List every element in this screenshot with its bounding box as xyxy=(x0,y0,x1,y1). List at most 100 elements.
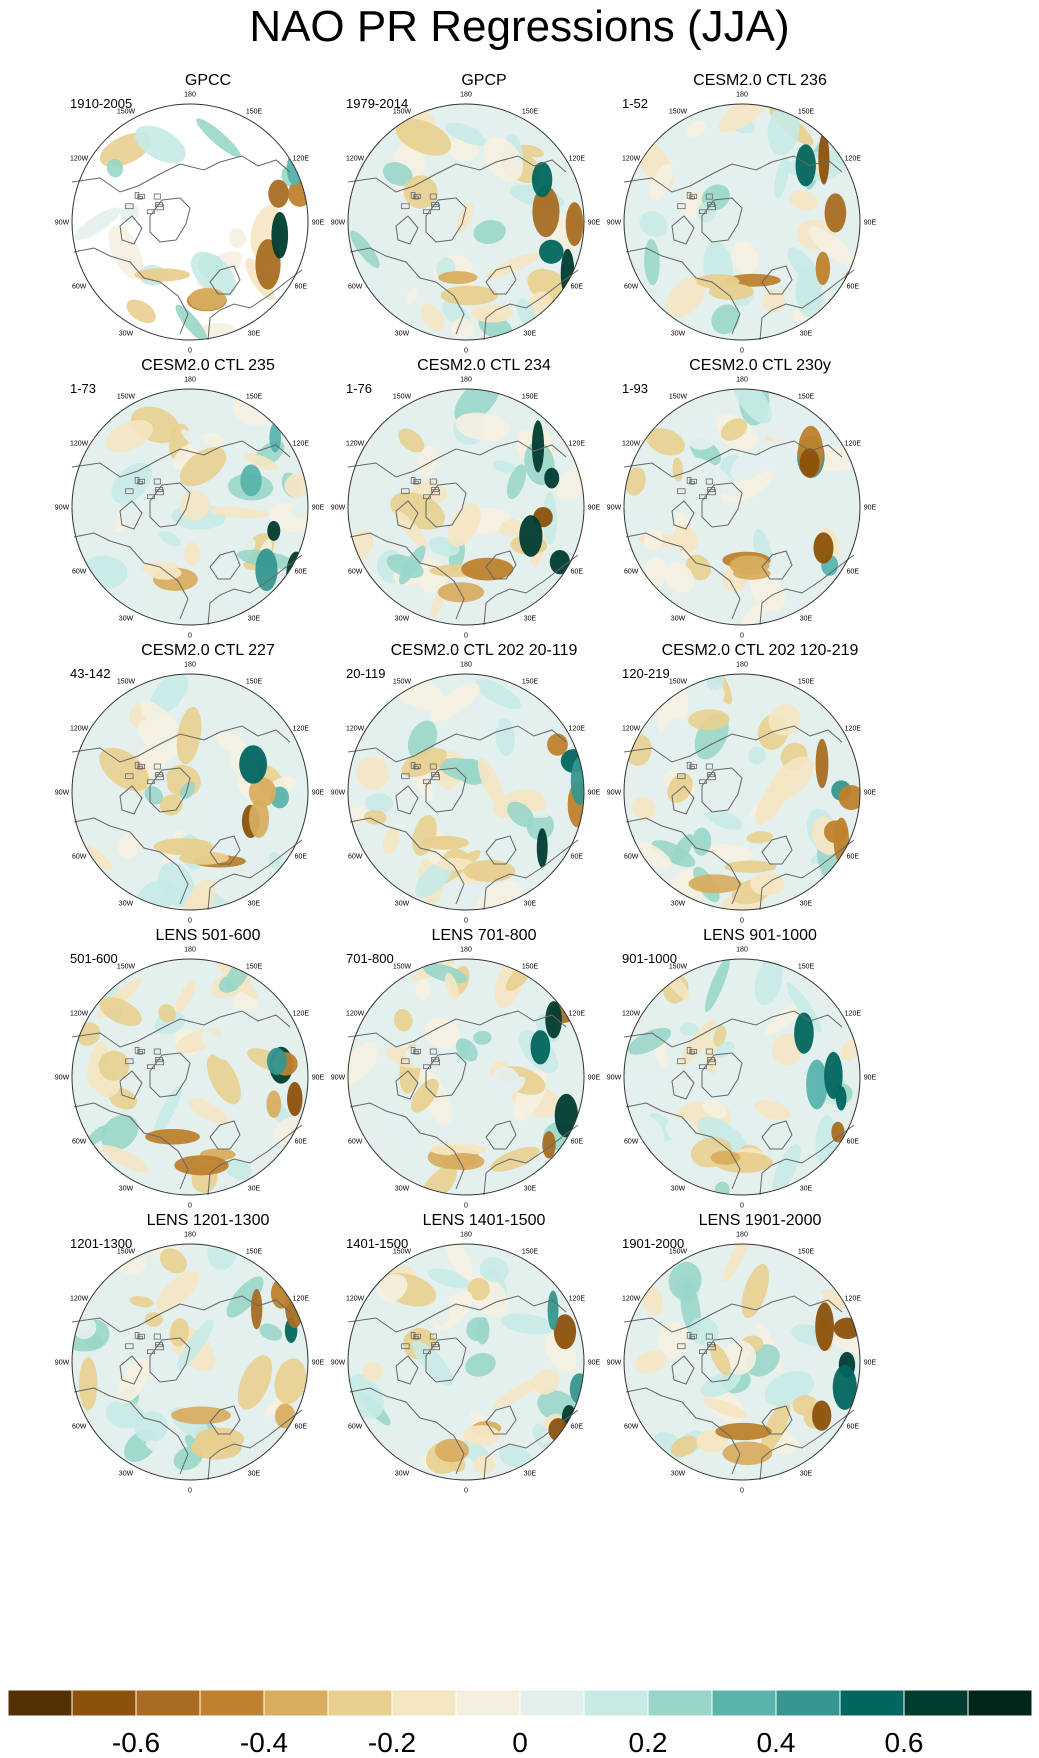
longitude-label: 0 xyxy=(188,1203,192,1210)
anomaly-blob xyxy=(688,709,730,731)
longitude-label: 120W xyxy=(70,1011,89,1018)
island-outline xyxy=(137,480,143,485)
coastline xyxy=(119,1070,143,1100)
polar-map: 180 150E 120E 90E 60E 30E 0 30W 60W 90W 120W 150W xyxy=(331,662,601,925)
coastline xyxy=(483,269,579,341)
coastline xyxy=(349,247,465,335)
anomaly-blob xyxy=(158,862,196,908)
map-panel: LENS 501-600 501-600 180 150E 120E 90E 60E 30E 0… xyxy=(55,927,358,1227)
map-background xyxy=(348,674,584,910)
anomaly-core xyxy=(838,784,860,811)
island-outline xyxy=(413,765,419,770)
map-panel: CESM2.0 CTL 202 120-219 120-219 180 150E 120… xyxy=(607,642,910,942)
anomaly-blob xyxy=(628,1027,672,1055)
anomaly-blob xyxy=(445,972,459,1001)
map-boundary xyxy=(623,673,861,911)
island-outline xyxy=(410,1047,416,1054)
longitude-label: 150E xyxy=(246,1249,263,1256)
anomaly-blob xyxy=(425,1114,480,1141)
longitude-label: 120W xyxy=(622,156,641,163)
longitude-label: 150W xyxy=(117,394,136,401)
longitude-label: 30E xyxy=(524,1470,537,1477)
longitude-label: 30E xyxy=(248,900,261,907)
map-boundary xyxy=(347,103,585,341)
anomaly-blob xyxy=(732,241,759,275)
anomaly-blob xyxy=(395,118,452,156)
longitude-label: 150W xyxy=(117,1249,136,1256)
island-outline xyxy=(125,773,134,780)
longitude-label: 90W xyxy=(55,220,70,227)
anomaly-blob xyxy=(808,226,855,265)
panel-period: 1901-2000 xyxy=(622,1236,685,1251)
anomaly-blob xyxy=(702,959,755,987)
coastline xyxy=(119,215,143,245)
longitude-label: 30W xyxy=(671,330,686,337)
coastline xyxy=(485,1405,517,1435)
longitude-label: 60E xyxy=(571,569,584,576)
longitude-label: 60E xyxy=(847,284,860,291)
anomaly-blob xyxy=(702,1100,728,1119)
anomaly-core xyxy=(239,745,268,784)
longitude-label: 120E xyxy=(293,1296,310,1303)
anomaly-blob xyxy=(214,536,256,574)
anomaly-blob xyxy=(108,225,144,279)
coastline xyxy=(349,1387,465,1475)
polar-map: 180 150E 120E 90E 60E 30E 0 30W 60W 90W 120W 150W xyxy=(55,92,325,355)
longitude-label: 30W xyxy=(119,1470,134,1477)
longitude-label: 30W xyxy=(395,1185,410,1192)
longitude-label: 90W xyxy=(55,505,70,512)
coastline xyxy=(395,1070,419,1100)
coastlines xyxy=(347,1010,579,1196)
map-boundary xyxy=(623,1243,861,1481)
anomaly-blob xyxy=(201,1030,230,1060)
anomaly-core xyxy=(463,859,516,883)
island-outline xyxy=(153,193,161,200)
coastline xyxy=(71,155,291,193)
longitude-label: 60W xyxy=(348,1139,363,1146)
field-layer xyxy=(72,389,308,625)
anomaly-core xyxy=(519,515,543,557)
anomaly-core xyxy=(806,1059,828,1110)
island-outline xyxy=(134,192,140,199)
polar-map: 180 150E 120E 90E 60E 30E 0 30W 60W 90W 120W 150W xyxy=(55,947,325,1210)
island-outline xyxy=(125,1343,134,1350)
anomaly-blob xyxy=(507,464,527,500)
anomaly-core xyxy=(438,271,478,285)
anomaly-core xyxy=(153,838,214,856)
longitude-label: 150E xyxy=(246,679,263,686)
longitude-label: 0 xyxy=(464,633,468,640)
polar-map: 180 150E 120E 90E 60E 30E 0 30W 60W 90W 120W 150W xyxy=(607,92,877,355)
anomaly-blob xyxy=(243,453,279,471)
polar-map: 180 150E 120E 90E 60E 30E 0 30W 60W 90W 120W 150W xyxy=(55,1232,325,1495)
map-boundary xyxy=(347,673,585,911)
panel-title: LENS 1201-1300 xyxy=(146,1212,270,1229)
island-outline xyxy=(698,1349,707,1355)
island-outline xyxy=(431,489,441,496)
anomaly-blob xyxy=(686,120,707,138)
longitude-label: 30W xyxy=(395,1470,410,1477)
map-panel: CESM2.0 CTL 236 1-52 180 150E 120E 90E 60E 30E 0… xyxy=(607,72,910,372)
longitude-label: 30W xyxy=(119,1185,134,1192)
anomaly-blob xyxy=(129,1296,154,1308)
colorbar-tick-label: -0.6 xyxy=(112,1727,160,1758)
anomaly-blob xyxy=(730,440,781,481)
longitude-label: 90E xyxy=(312,1075,325,1082)
island-outline xyxy=(429,1048,437,1055)
island-outline xyxy=(134,477,140,484)
polar-map: 180 150E 120E 90E 60E 30E 0 30W 60W 90W 120W 150W xyxy=(607,1232,877,1495)
longitude-label: 180 xyxy=(460,662,472,669)
colorbar-box xyxy=(967,1690,1032,1717)
coastline xyxy=(73,247,189,335)
panel-title: LENS 1901-2000 xyxy=(698,1212,822,1229)
anomaly-core xyxy=(831,1121,845,1143)
panel-period: 1201-1300 xyxy=(70,1236,133,1251)
anomaly-core xyxy=(553,1314,577,1350)
anomaly-core xyxy=(815,251,831,285)
panel-title: CESM2.0 CTL 235 xyxy=(141,357,275,374)
map-panel: LENS 701-800 701-800 180 150E 120E 90E 60E 30E 0… xyxy=(331,927,634,1227)
longitude-label: 60W xyxy=(348,569,363,576)
island-outline xyxy=(401,1058,410,1065)
longitude-label: 120E xyxy=(845,1296,862,1303)
longitude-label: 90E xyxy=(312,790,325,797)
island-outline xyxy=(689,480,695,485)
